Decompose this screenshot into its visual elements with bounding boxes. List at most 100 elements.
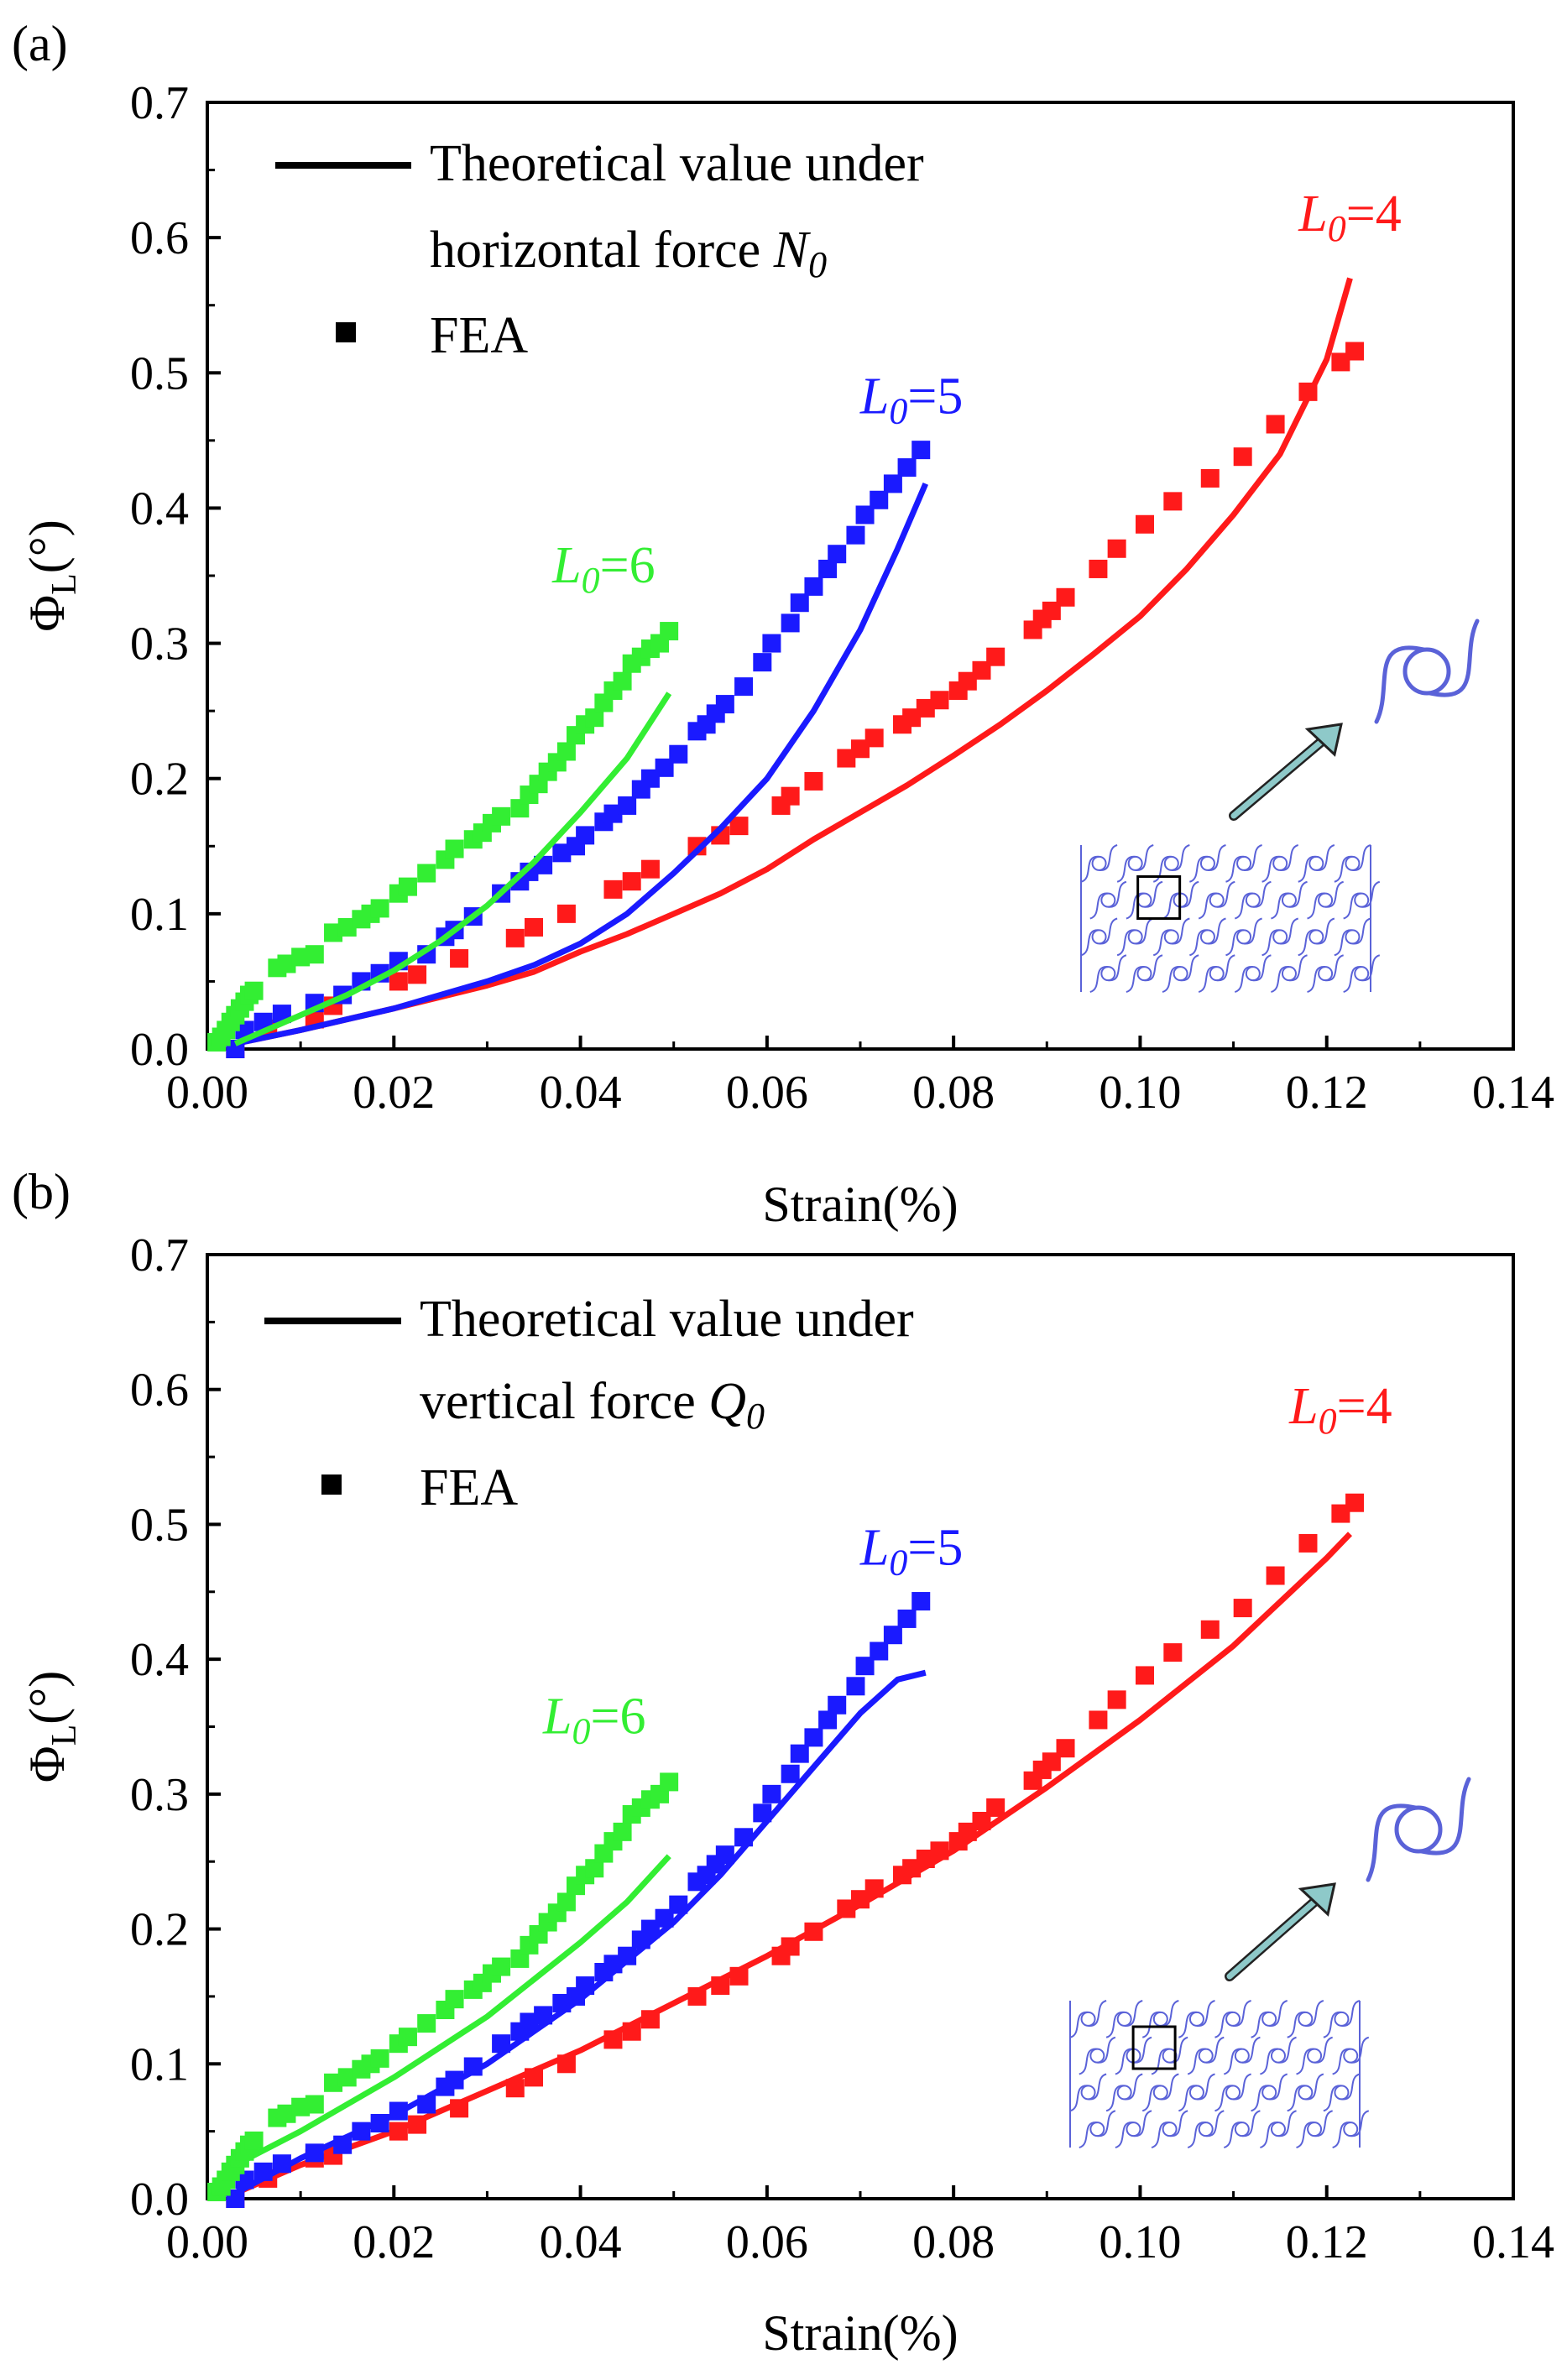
lattice-node (1270, 2048, 1286, 2064)
lattice-node (1334, 2011, 1350, 2027)
y-axis-title: ΦL(°) (19, 1671, 84, 1782)
lattice-node (1188, 2085, 1204, 2101)
y-tick-label: 0.0 (130, 2174, 189, 2226)
lattice-node (1234, 2122, 1250, 2137)
chart-panel-b: (b)0.00 0.02 0.04 0.06 0.08 0.10 0.12 0.140.00.… (12, 1164, 1554, 2361)
fea-point (450, 949, 469, 968)
curve-label-tail: =4 (1346, 185, 1402, 243)
lattice-ligament (1116, 844, 1154, 883)
lattice-ligament (1069, 2073, 1107, 2112)
fea-point (226, 2189, 245, 2208)
lattice-ligament (1115, 2110, 1152, 2148)
fea-point (235, 2170, 254, 2189)
y-tick-label: 0.1 (130, 2038, 189, 2090)
fea-point (556, 2054, 576, 2074)
lattice-node (1272, 929, 1288, 945)
fea-point (417, 2014, 436, 2033)
fea-point (389, 2122, 408, 2141)
panel-label: (b) (12, 1164, 71, 1219)
fea-point (337, 2068, 357, 2087)
legend: Theoretical value under horizontal force … (275, 135, 924, 364)
fea-point (897, 458, 917, 478)
chart-panel-a: (a)0.00 0.02 0.04 0.06 0.08 0.10 0.12 0.140.00.… (12, 16, 1554, 1232)
lattice-ligament (1115, 2036, 1152, 2075)
fea-point (1163, 492, 1183, 511)
fea-point (640, 769, 660, 788)
lattice-ligament (1089, 880, 1127, 920)
y-tick-label: 0.5 (130, 347, 189, 399)
fea-point (1107, 539, 1126, 558)
fea-point (333, 2135, 353, 2154)
curve-label-tail: =6 (600, 537, 656, 594)
fea-point (253, 2162, 273, 2181)
fea-point (870, 1641, 889, 1661)
lattice-node (1343, 2122, 1359, 2137)
fea-point (576, 826, 595, 845)
lattice-ligament (1080, 917, 1118, 957)
lattice-ligament (1188, 844, 1226, 883)
unit-cell-box (1136, 875, 1182, 921)
x-tick-label: 0.08 (912, 2216, 995, 2268)
x-tick-label: 0.00 (166, 1067, 248, 1119)
fea-point (1266, 1566, 1285, 1585)
legend-line-label: Theoretical value under (430, 135, 924, 192)
fea-point (855, 505, 875, 525)
x-tick-label: 0.06 (726, 1067, 808, 1119)
fea-point (855, 1657, 875, 1676)
fea-point (408, 965, 427, 984)
fea-point (870, 490, 889, 509)
lattice-ligament (1188, 917, 1226, 957)
fea-point (525, 2068, 543, 2087)
lattice-ligament (1089, 954, 1127, 993)
fea-point (1089, 559, 1108, 578)
fea-point (244, 2131, 264, 2150)
fea-point (972, 1812, 991, 1830)
lattice-ligament (1198, 880, 1235, 920)
fea-point (556, 904, 576, 923)
curve-label-tail: =4 (1337, 1378, 1392, 1435)
y-tick-label: 0.6 (130, 1365, 189, 1417)
legend-force-text: horizontal force (430, 222, 774, 279)
lattice-ligament (1234, 880, 1272, 920)
x-tick-label: 0.06 (726, 2216, 808, 2268)
fea-point (1056, 587, 1075, 607)
lattice-ligament (1251, 2073, 1288, 2112)
lattice-node (1136, 892, 1152, 908)
fea-point (534, 2006, 553, 2025)
y-tick-label: 0.1 (130, 889, 189, 941)
lattice-node (1091, 855, 1107, 871)
lattice-ligament (1234, 954, 1272, 993)
lattice-node (1245, 966, 1261, 982)
theory-line (233, 1854, 671, 2168)
x-tick-label: 0.02 (353, 2216, 435, 2268)
fea-point (655, 758, 674, 777)
lattice-ligament (1105, 2073, 1143, 2112)
fea-point (556, 1892, 576, 1912)
x-tick-label: 0.14 (1472, 2216, 1554, 2268)
fea-point (804, 771, 823, 791)
lattice-node (1100, 966, 1116, 982)
fea-point (1298, 382, 1318, 401)
legend-marker-sample (321, 1474, 342, 1495)
lattice-ligament (1323, 2073, 1361, 2112)
fea-point (804, 577, 823, 596)
fea-point (864, 1879, 884, 1898)
fea-point (370, 2049, 389, 2068)
series-blue: L0=5 (226, 1520, 963, 2208)
x-tick-label: 0.10 (1099, 2216, 1181, 2268)
lattice-node (1152, 2085, 1168, 2101)
lattice-ligament (1178, 2073, 1215, 2112)
theory-line (234, 277, 1353, 1047)
fea-point (1135, 514, 1154, 534)
lattice-ligament (1079, 2036, 1116, 2075)
lattice-node (1127, 929, 1143, 945)
fea-point (305, 2143, 324, 2163)
fea-point (1089, 1710, 1108, 1730)
x-tick-label: 0.12 (1286, 2216, 1368, 2268)
fea-point (986, 1798, 1005, 1817)
legend-line-label-2: vertical force Q0 (420, 1373, 765, 1437)
fea-point (1056, 1739, 1075, 1758)
fea-point (986, 647, 1005, 666)
fea-point (272, 2154, 291, 2174)
legend-marker-label: FEA (430, 307, 528, 364)
